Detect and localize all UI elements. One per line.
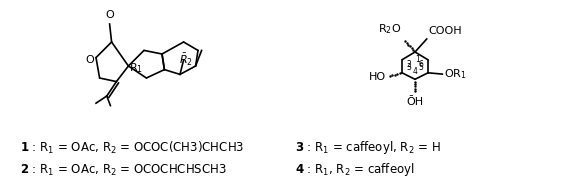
Text: HO: HO [369,72,386,82]
Text: 5: 5 [419,63,423,72]
Text: O: O [86,55,94,65]
Text: $\mathbf{2}$ : R$_1$ = OAc, R$_2$ = OCOCHCHSCH3: $\mathbf{2}$ : R$_1$ = OAc, R$_2$ = OCOC… [20,163,227,178]
Text: O: O [105,10,114,20]
Text: 3: 3 [407,63,411,72]
Text: $\mathbf{1}$ : R$_1$ = OAc, R$_2$ = OCOC(CH3)CHCH3: $\mathbf{1}$ : R$_1$ = OAc, R$_2$ = OCOC… [20,140,244,156]
Text: 4: 4 [412,67,417,76]
Text: $\mathbf{3}$ : R$_1$ = caffeoyl, R$_2$ = H: $\mathbf{3}$ : R$_1$ = caffeoyl, R$_2$ =… [295,140,441,157]
Text: $\bar{R}_2$: $\bar{R}_2$ [178,52,193,68]
Text: R$_2$O: R$_2$O [378,22,402,36]
Text: 1: 1 [416,56,420,64]
Text: 2: 2 [407,60,411,69]
Text: R$_1$: R$_1$ [129,62,143,75]
Text: 6: 6 [419,60,423,69]
Text: OR$_1$: OR$_1$ [444,67,467,81]
Text: COOH: COOH [429,26,462,36]
Text: $\mathbf{4}$ : R$_1$, R$_2$ = caffeoyl: $\mathbf{4}$ : R$_1$, R$_2$ = caffeoyl [295,162,415,179]
Text: ŌH: ŌH [407,97,424,107]
